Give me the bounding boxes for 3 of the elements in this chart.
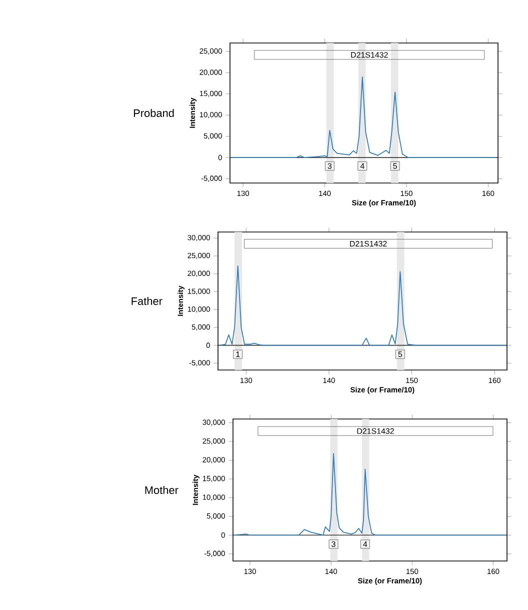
text: Father bbox=[132, 296, 162, 306]
text: Mother bbox=[145, 486, 178, 494]
text: Proband bbox=[134, 108, 174, 118]
